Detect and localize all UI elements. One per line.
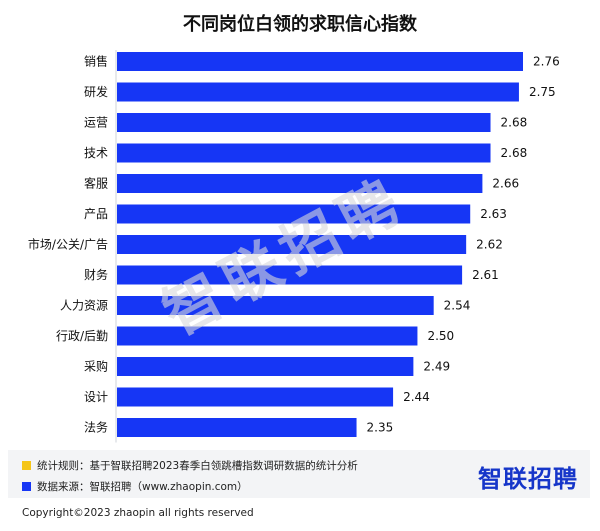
category-label: 采购 — [84, 359, 108, 374]
blue-swatch-icon — [22, 482, 31, 491]
category-label: 财务 — [84, 267, 108, 282]
note-rule-text: 统计规则：基于智联招聘2023春季白领跳槽指数调研数据的统计分析 — [37, 460, 358, 472]
bar — [117, 235, 467, 254]
value-label: 2.50 — [427, 329, 454, 343]
notes-panel: 统计规则：基于智联招聘2023春季白领跳槽指数调研数据的统计分析 数据来源：智联… — [8, 450, 590, 498]
category-label: 法务 — [84, 420, 108, 435]
value-label: 2.63 — [480, 207, 507, 221]
copyright: Copyright©2023 zhaopin all rights reserv… — [22, 507, 254, 519]
note-source: 数据来源：智联招聘（www.zhaopin.com） — [22, 479, 248, 494]
category-label: 客服 — [84, 176, 108, 191]
bar — [117, 326, 418, 346]
bar — [117, 143, 491, 163]
bar — [117, 52, 523, 71]
bar — [117, 82, 519, 102]
category-label: 市场/公关/广告 — [28, 237, 108, 252]
bar-chart: 销售 2.76 研发 2.75 运营 2.68 技术 2.68 客服 2.66 产品 2.63 市场/公… — [28, 50, 560, 443]
bar — [117, 204, 471, 224]
category-label: 技术 — [84, 146, 108, 160]
category-label: 产品 — [84, 207, 108, 221]
bar — [117, 387, 394, 407]
category-label: 运营 — [84, 116, 108, 130]
bar — [117, 296, 434, 315]
bar — [117, 265, 463, 285]
value-label: 2.66 — [492, 177, 519, 191]
bar — [117, 357, 414, 376]
note-source-text: 数据来源：智联招聘（www.zhaopin.com） — [37, 481, 248, 493]
brand-logo: 智联招聘 — [478, 465, 578, 493]
value-label: 2.75 — [529, 85, 556, 99]
category-label: 销售 — [84, 54, 108, 69]
value-label: 2.49 — [423, 360, 450, 374]
yellow-swatch-icon — [22, 461, 31, 470]
value-label: 2.54 — [444, 299, 471, 313]
value-label: 2.35 — [367, 421, 394, 435]
bar — [117, 113, 491, 132]
value-label: 2.62 — [476, 238, 503, 252]
bar — [117, 418, 357, 437]
value-label: 2.68 — [501, 146, 528, 160]
value-label: 2.76 — [533, 55, 560, 69]
category-label: 研发 — [84, 84, 108, 99]
chart-title: 不同岗位白领的求职信心指数 — [183, 14, 417, 35]
category-label: 设计 — [84, 390, 108, 404]
note-rule: 统计规则：基于智联招聘2023春季白领跳槽指数调研数据的统计分析 — [22, 458, 358, 473]
value-label: 2.44 — [403, 390, 430, 404]
value-label: 2.61 — [472, 268, 499, 282]
bar — [117, 174, 483, 193]
value-label: 2.68 — [501, 116, 528, 130]
category-label: 行政/后勤 — [56, 329, 108, 343]
category-label: 人力资源 — [60, 299, 108, 313]
